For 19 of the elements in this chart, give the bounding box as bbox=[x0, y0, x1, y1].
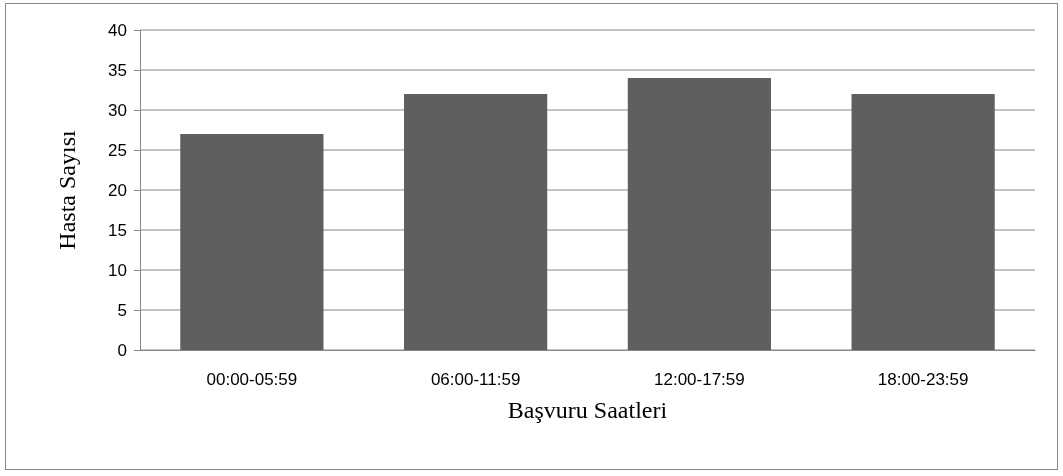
bar bbox=[180, 134, 324, 350]
x-axis-title: Başvuru Saatleri bbox=[507, 397, 668, 423]
x-tick-label: 00:00-05:59 bbox=[206, 370, 298, 390]
x-tick-label: 06:00-11:59 bbox=[430, 370, 521, 390]
y-tick-label: 35 bbox=[108, 60, 127, 80]
y-tick-label: 10 bbox=[108, 260, 127, 280]
y-axis-title: Hasta Sayısı bbox=[54, 130, 80, 250]
y-tick-label: 25 bbox=[108, 140, 127, 160]
y-tick-label: 0 bbox=[117, 340, 127, 360]
y-tick-label: 30 bbox=[108, 100, 127, 120]
bar bbox=[404, 94, 548, 350]
x-tick-label: 18:00-23:59 bbox=[877, 370, 969, 390]
y-tick-label: 20 bbox=[108, 180, 127, 200]
bar bbox=[627, 78, 771, 350]
y-tick-label: 5 bbox=[117, 300, 127, 320]
bar bbox=[851, 94, 995, 350]
y-tick-label: 15 bbox=[108, 220, 127, 240]
y-tick-label: 40 bbox=[108, 20, 127, 40]
x-tick-label: 12:00-17:59 bbox=[654, 370, 745, 390]
